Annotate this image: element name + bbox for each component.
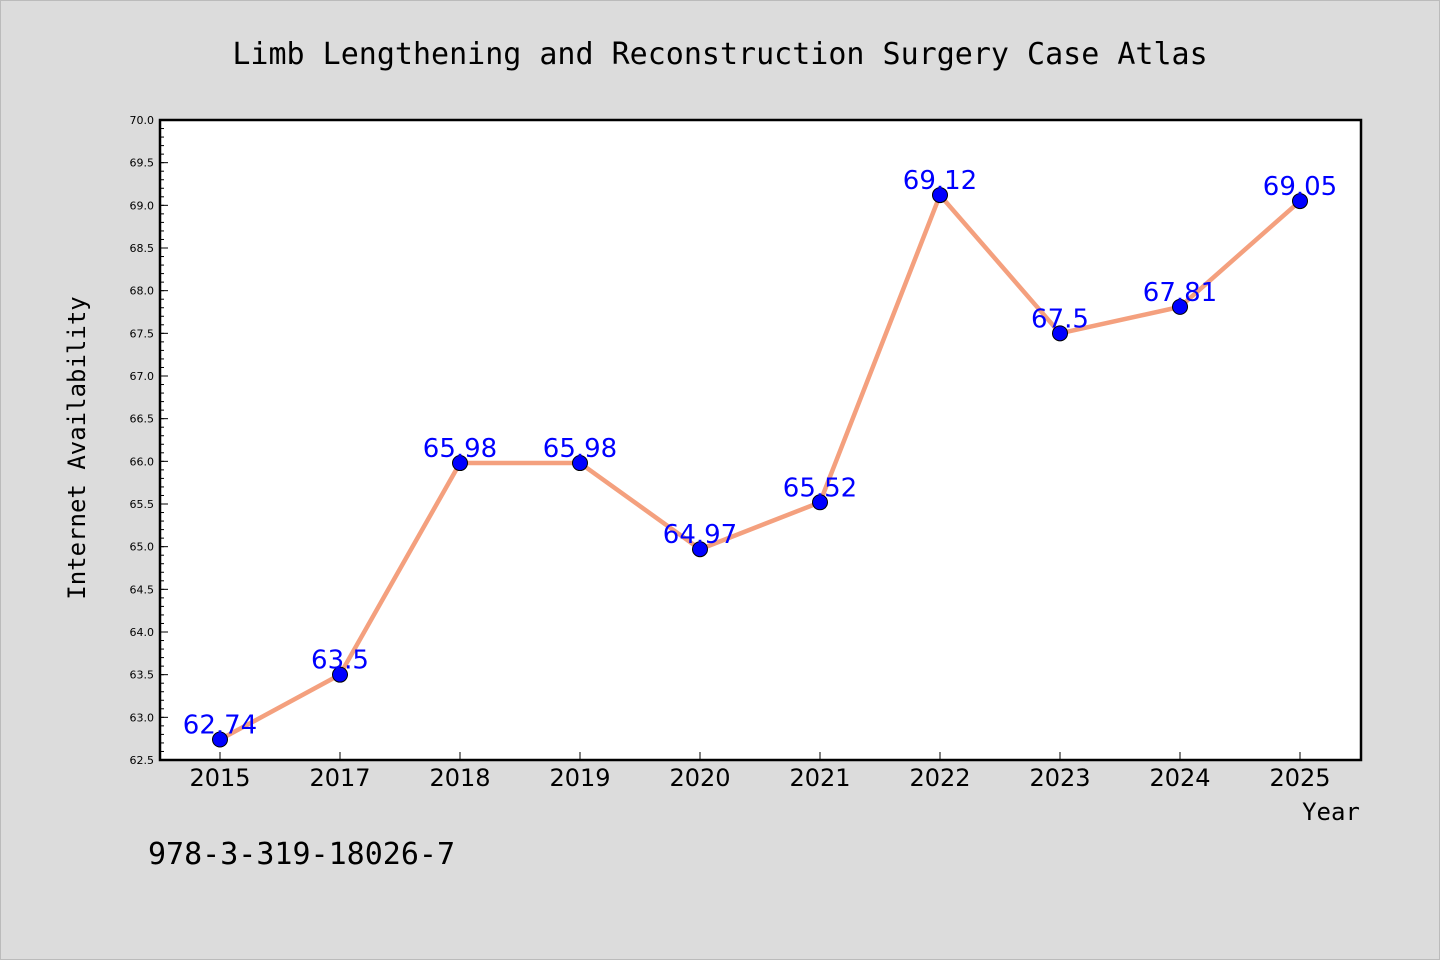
y-tick-label: 63.5 <box>130 669 155 682</box>
x-tick-label: 2018 <box>429 764 490 792</box>
x-tick-label: 2015 <box>189 764 250 792</box>
y-tick-label: 65.5 <box>130 498 155 511</box>
x-tick-label: 2022 <box>909 764 970 792</box>
data-point <box>452 455 468 472</box>
y-axis: 62.5 63.0 63.5 64.0 64.5 65.0 65.5 66.0 66.5 67.0… <box>130 114 168 767</box>
y-tick-label: 64.5 <box>130 583 155 596</box>
series-polyline <box>218 192 1302 742</box>
isbn-text: 978-3-319-18026-7 <box>148 837 455 872</box>
y-tick-label: 69.0 <box>130 199 155 212</box>
x-tick-label: 2020 <box>669 764 730 792</box>
data-label: 69.12 <box>903 166 977 196</box>
y-tick-label: 68.0 <box>130 285 155 298</box>
y-tick-label: 64.0 <box>130 626 155 639</box>
y-tick-label: 62.5 <box>130 754 155 767</box>
data-point <box>572 455 588 472</box>
data-label: 67.81 <box>1143 278 1217 308</box>
data-label: 65.98 <box>543 434 617 464</box>
data-label: 64.97 <box>663 520 737 550</box>
x-tick-label: 2024 <box>1149 764 1210 792</box>
x-axis-label: Year <box>1302 798 1360 826</box>
data-point <box>1052 325 1068 342</box>
data-label: 67.5 <box>1031 304 1089 334</box>
y-axis-label: Internet Availability <box>63 296 91 599</box>
chart-title: Limb Lengthening and Reconstruction Surg… <box>232 37 1207 72</box>
data-point <box>812 494 828 511</box>
y-tick-label: 68.5 <box>130 242 155 255</box>
y-tick-label: 66.5 <box>130 413 155 426</box>
y-tick-label: 63.0 <box>130 711 155 724</box>
y-tick-label: 65.0 <box>130 541 155 554</box>
x-tick-label: 2023 <box>1029 764 1090 792</box>
data-label: 65.52 <box>783 473 857 503</box>
data-point <box>1292 193 1308 210</box>
plot-area <box>158 118 1363 762</box>
y-tick-label: 67.5 <box>130 327 155 340</box>
data-label: 63.5 <box>311 646 369 676</box>
data-labels: 62.74 63.5 65.98 65.98 64.97 65.52 69.12 67.5 67… <box>183 166 1337 740</box>
y-tick-label: 66.0 <box>130 455 155 468</box>
y-tick-label: 70.0 <box>130 114 155 127</box>
x-tick-label: 2021 <box>789 764 850 792</box>
x-axis: 2015 2017 2018 2019 2020 2021 2022 2023 2024 2025 <box>189 752 1331 792</box>
x-tick-label: 2017 <box>309 764 370 792</box>
data-point <box>332 666 348 683</box>
y-tick-label: 67.0 <box>130 370 155 383</box>
y-tick-label: 69.5 <box>130 157 155 170</box>
data-point <box>932 187 948 204</box>
data-point <box>692 541 708 558</box>
data-label: 62.74 <box>183 711 257 741</box>
x-tick-label: 2025 <box>1269 764 1330 792</box>
series-line <box>212 187 1308 748</box>
data-point <box>1172 298 1188 315</box>
data-label: 69.05 <box>1263 172 1337 202</box>
data-label: 65.98 <box>423 434 497 464</box>
data-point <box>212 731 228 748</box>
x-tick-label: 2019 <box>549 764 610 792</box>
